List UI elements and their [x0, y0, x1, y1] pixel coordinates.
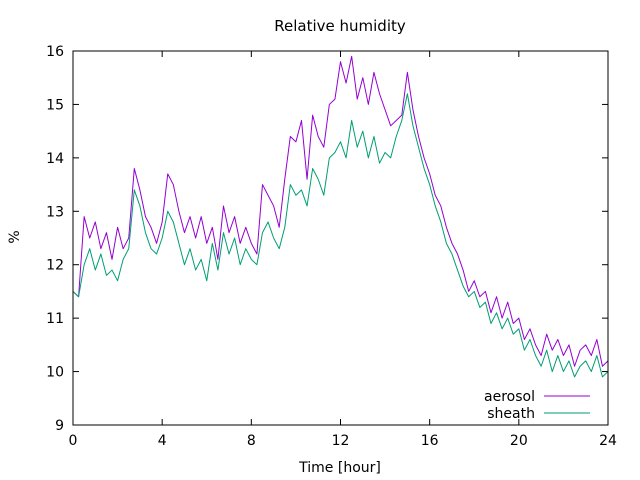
chart-title: Relative humidity	[274, 17, 406, 35]
series-line-aerosol	[72, 55, 609, 367]
x-tick-label: 24	[599, 433, 617, 449]
y-axis-label: %	[7, 230, 23, 243]
y-tick-label: 16	[46, 44, 64, 60]
y-tick-label: 15	[46, 97, 64, 113]
x-tick-label: 8	[247, 433, 256, 449]
legend-label-sheath: sheath	[487, 406, 535, 422]
y-tick-label: 12	[46, 258, 64, 274]
y-tick-label: 14	[46, 151, 64, 167]
x-tick-label: 4	[158, 433, 167, 449]
y-tick-label: 11	[46, 311, 64, 327]
series-line-sheath	[72, 93, 609, 378]
legend-label-aerosol: aerosol	[484, 389, 535, 405]
x-tick-label: 20	[510, 433, 528, 449]
plot-border	[72, 50, 609, 426]
x-tick-label: 0	[69, 433, 78, 449]
y-tick-label: 9	[55, 418, 64, 434]
x-tick-label: 16	[421, 433, 439, 449]
x-tick-label: 12	[332, 433, 350, 449]
x-axis-label: Time [hour]	[298, 460, 381, 476]
y-tick-label: 10	[46, 365, 64, 381]
y-tick-label: 13	[46, 204, 64, 220]
series-group	[72, 55, 609, 378]
